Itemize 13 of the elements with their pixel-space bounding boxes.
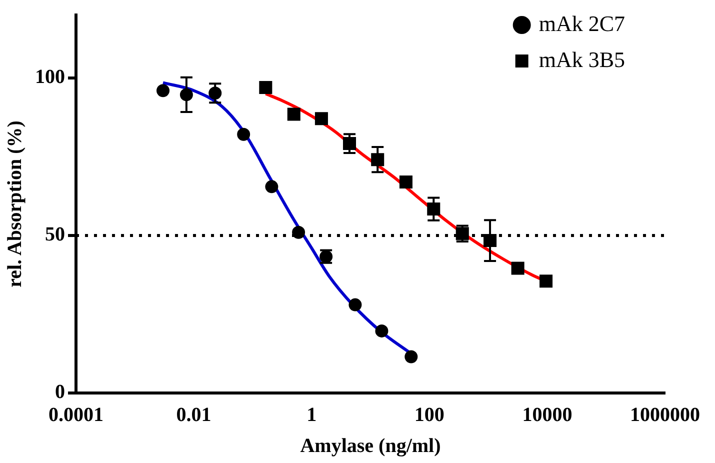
y-tick-label: 0 [55,381,65,404]
y-tick-label: 50 [45,224,65,246]
x-tick-label: 0.0001 [48,404,104,426]
legend-label: mAk 3B5 [538,46,626,72]
x-tick-label: 10000 [522,404,572,426]
x-axis-title: Amylase (ng/ml) [300,435,441,458]
y-tick-label: 100 [35,66,65,88]
x-tick-label: 0.01 [176,404,212,426]
x-tick-label: 1 [306,404,317,426]
x-tick-label: 100 [414,404,444,426]
y-axis-title: rel. Absorption (%) [4,120,26,288]
legend-label: mAk 2C7 [538,10,626,36]
x-tick-label: 1000000 [630,404,700,426]
